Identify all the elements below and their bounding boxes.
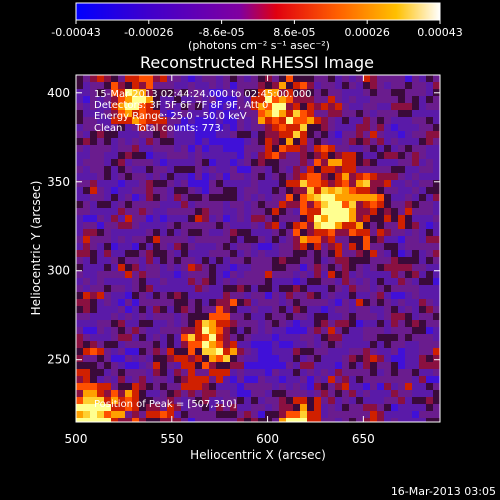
colorbar-units-label: (photons cm⁻² s⁻¹ asec⁻²) — [188, 39, 330, 52]
x-axis-label: Heliocentric X (arcsec) — [190, 448, 326, 462]
peak-position-label: Position of Peak = [507,310] — [94, 399, 237, 410]
y-tick-label: 350 — [47, 175, 70, 189]
footer-timestamp: 16-Mar-2013 03:05 — [391, 485, 496, 498]
y-tick-label: 300 — [47, 264, 70, 278]
x-tick-label: 650 — [352, 432, 375, 446]
y-tick-label: 250 — [47, 353, 70, 367]
colorbar-ticks: -0.00043 -0.00026 -8.6e-05 8.6e-05 0.00026 0.… — [51, 20, 463, 39]
x-tick-label: 550 — [160, 432, 183, 446]
axes: 500 550 600 650 250 300 350 400 — [47, 75, 440, 446]
x-tick-label: 500 — [65, 432, 88, 446]
y-axis-label: Heliocentric Y (arcsec) — [29, 181, 43, 316]
colorbar-tick-label: -8.6e-05 — [198, 26, 244, 39]
colorbar-tick-label: -0.00026 — [124, 26, 173, 39]
colorbar-tick-label: 8.6e-05 — [273, 26, 315, 39]
y-tick-label: 400 — [47, 86, 70, 100]
heatmap-field — [76, 75, 440, 422]
colorbar-tick-label: 0.00043 — [417, 26, 463, 39]
annotation-energy-range: Energy Range: 25.0 - 50.0 keV — [94, 111, 247, 122]
colorbar-tick-label: -0.00043 — [51, 26, 100, 39]
annotation-detectors: Detectors: 3F 5F 6F 7F 8F 9F, Att 0 — [94, 100, 268, 111]
colorbar — [75, 2, 441, 21]
chart-title: Reconstructed RHESSI Image — [140, 53, 374, 72]
colorbar-tick-label: 0.00026 — [344, 26, 390, 39]
annotation-time-range: 15-Mar-2013 02:44:24.000 to 02:45:00.000 — [94, 89, 312, 100]
plot-frame — [75, 74, 441, 423]
annotation-clean-counts: Clean Total counts: 773. — [94, 123, 224, 134]
x-tick-label: 600 — [256, 432, 279, 446]
